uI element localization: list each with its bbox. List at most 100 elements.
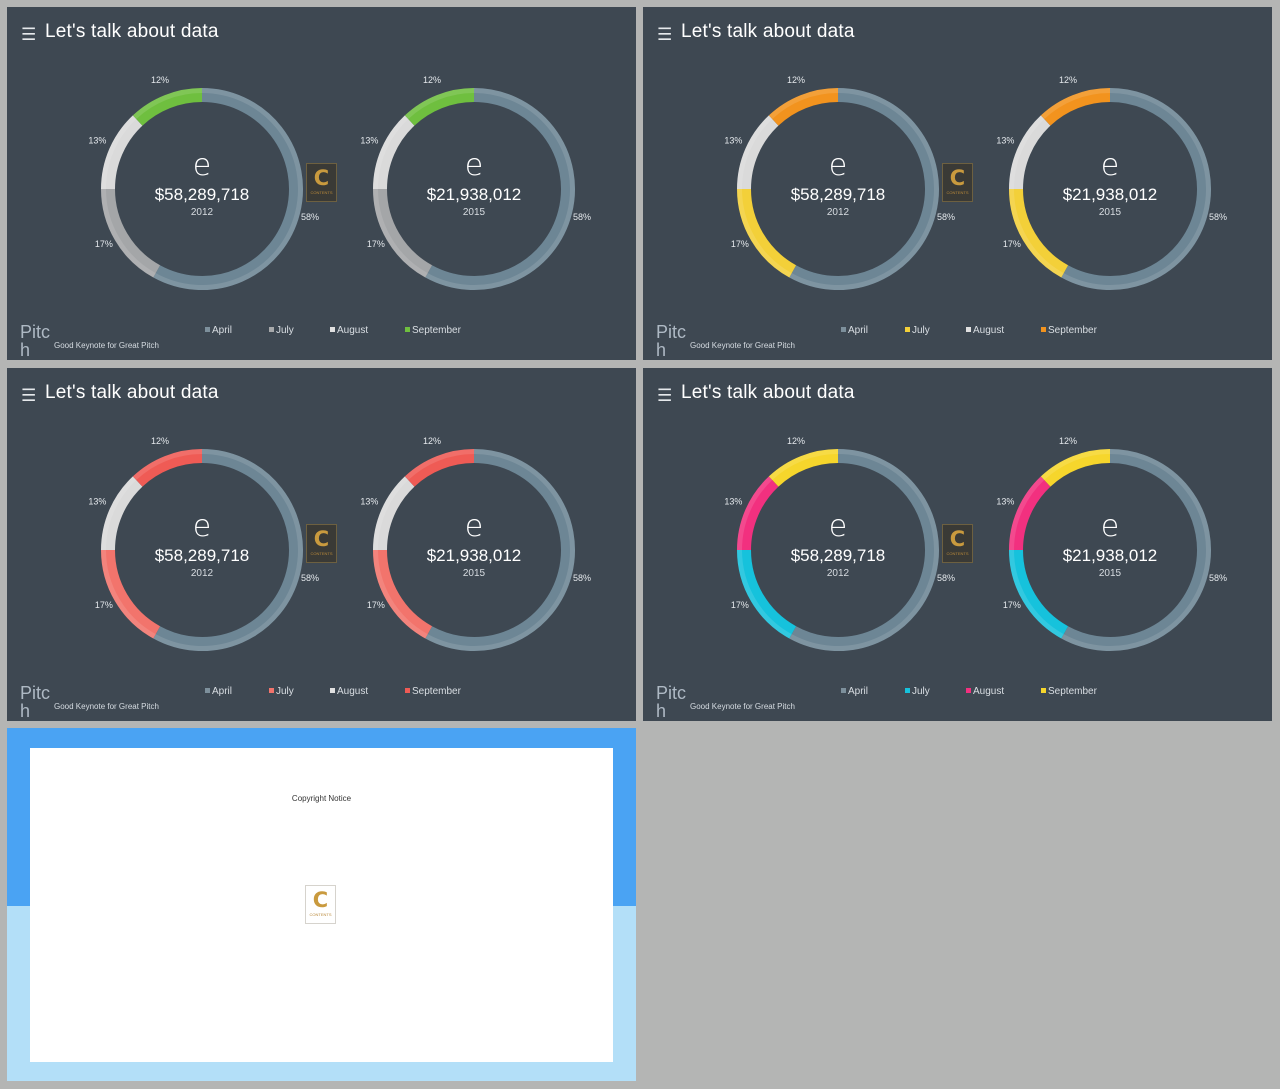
center-amount: $58,289,718 [790,185,886,204]
legend-item-april: April [841,686,868,697]
segment-highlight [101,476,137,551]
segment-highlight [132,449,203,481]
donut-segment-april [1061,449,1211,651]
segment-highlight [737,188,792,278]
center-year: 2012 [826,207,850,218]
value-label: 58% [573,212,591,222]
segment-highlight [789,88,939,290]
legend-swatch [405,688,410,693]
slide-4[interactable]: ☰ Let's talk about data Pitc h Good Keynote… [643,368,1272,721]
segment-highlight [737,549,792,639]
copyright-slide[interactable]: Copyright Notice C CONTENTS [7,728,636,1081]
value-label: 17% [95,600,113,610]
legend-label: August [973,686,1005,697]
center-year: 2015 [462,207,486,218]
center-glyph: e [828,148,848,183]
slide-2[interactable]: ☰ Let's talk about data Pitc h Good Keynote… [643,7,1272,360]
brand-name: Pitc h [656,323,686,359]
legend-label: September [412,325,461,336]
segment-highlight [425,88,575,290]
value-label: 12% [787,75,805,85]
center-amount: $21,938,012 [1062,185,1158,204]
contents-logo-icon: C CONTENTS [306,163,337,202]
donut-segment-july [1009,188,1069,278]
legend-label: July [912,686,930,697]
legend-label: September [1048,686,1097,697]
value-label: 17% [731,239,749,249]
legend-item-august: August [330,325,368,336]
donut-segment-july [101,549,161,639]
value-label: 13% [88,136,106,146]
menu-icon: ☰ [657,386,673,406]
legend-item-september: September [405,686,461,697]
donut-segment-september [404,88,475,126]
tagline: Good Keynote for Great Pitch [690,702,795,711]
menu-icon: ☰ [21,25,37,45]
donut-segment-april [153,88,303,290]
legend-swatch [1041,688,1046,693]
legend-swatch [841,327,846,332]
legend-swatch [205,327,210,332]
logo-letter: C [313,166,330,190]
segment-highlight [1040,449,1111,481]
donut-charts: 58% 17% 13% 12% 58% 17% 13% 12% [724,75,1227,290]
segment-highlight [373,549,428,639]
donut-segment-august [737,476,779,551]
donut-segment-august [737,115,779,190]
donut-segment-july [101,188,161,278]
donut-charts: 58% 17% 13% 12% 58% 17% 13% 12% [724,436,1227,651]
donut-chart: 58% 17% 13% 12% [360,436,591,651]
center-amount: $21,938,012 [1062,546,1158,565]
contents-logo-icon: C CONTENTS [942,163,973,202]
slide-title: Let's talk about data [681,21,855,42]
donut-chart: 58% 17% 13% 12% [996,75,1227,290]
segment-highlight [404,449,475,481]
segment-highlight [737,476,773,551]
value-label: 17% [367,600,385,610]
value-label: 13% [996,136,1014,146]
value-label: 12% [423,75,441,85]
logo-text: CONTENTS [310,190,333,195]
segment-highlight [1040,88,1111,120]
tagline: Good Keynote for Great Pitch [54,341,159,350]
center-amount: $58,289,718 [154,546,250,565]
donut-segment-april [789,88,939,290]
donut-segment-april [789,449,939,651]
legend-item-july: July [905,686,930,697]
value-label: 12% [423,436,441,446]
slide-3[interactable]: ☰ Let's talk about data Pitc h Good Keynote… [7,368,636,721]
legend-swatch [269,327,274,332]
slide-1[interactable]: ☰ Let's talk about data Pitc h Good Keynote… [7,7,636,360]
donut-center: e $21,938,012 2015 [394,509,554,580]
donut-segment-august [373,115,415,190]
legend-label: August [337,325,369,336]
tagline: Good Keynote for Great Pitch [690,341,795,350]
donut-segment-july [373,549,433,639]
segment-highlight [789,449,939,651]
segment-highlight [1061,449,1211,651]
legend-label: August [973,325,1005,336]
center-glyph: e [464,509,484,544]
legend-label: August [337,686,369,697]
center-glyph: e [1100,509,1120,544]
legend-label: April [212,325,233,336]
center-amount: $58,289,718 [154,185,250,204]
center-year: 2012 [190,568,214,579]
legend-label: July [276,686,294,697]
value-label: 58% [573,573,591,583]
slide-title: Let's talk about data [45,21,219,42]
legend-swatch [966,327,971,332]
donut-segment-september [404,449,475,487]
segment-highlight [737,115,773,190]
center-glyph: e [192,148,212,183]
logo-letter: C [949,166,966,190]
legend-item-april: April [205,325,232,336]
logo-letter: C [312,888,329,912]
donut-chart: 58% 17% 13% 12% [88,436,319,651]
segment-highlight [153,88,303,290]
logo-letter: C [949,527,966,551]
legend-item-april: April [841,325,868,336]
donut-center: e $21,938,012 2015 [1030,509,1190,580]
donut-segment-april [425,449,575,651]
value-label: 12% [787,436,805,446]
